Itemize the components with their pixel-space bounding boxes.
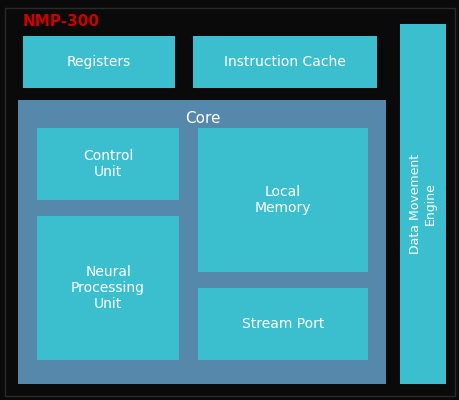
Text: Stream Port: Stream Port <box>241 317 324 331</box>
Text: Registers: Registers <box>67 55 131 69</box>
FancyBboxPatch shape <box>23 36 174 88</box>
FancyBboxPatch shape <box>5 8 454 396</box>
FancyBboxPatch shape <box>18 100 386 384</box>
FancyBboxPatch shape <box>197 128 367 272</box>
FancyBboxPatch shape <box>197 288 367 360</box>
Text: Instruction Cache: Instruction Cache <box>224 55 345 69</box>
FancyBboxPatch shape <box>37 216 179 360</box>
Text: Local
Memory: Local Memory <box>254 185 310 215</box>
Text: Control
Unit: Control Unit <box>83 149 133 179</box>
Text: Core: Core <box>184 111 220 126</box>
Text: Data Movement
Engine: Data Movement Engine <box>409 154 436 254</box>
FancyBboxPatch shape <box>399 24 445 384</box>
FancyBboxPatch shape <box>193 36 376 88</box>
FancyBboxPatch shape <box>37 128 179 200</box>
Text: NMP-300: NMP-300 <box>23 14 100 30</box>
Text: Neural
Processing
Unit: Neural Processing Unit <box>71 265 145 311</box>
